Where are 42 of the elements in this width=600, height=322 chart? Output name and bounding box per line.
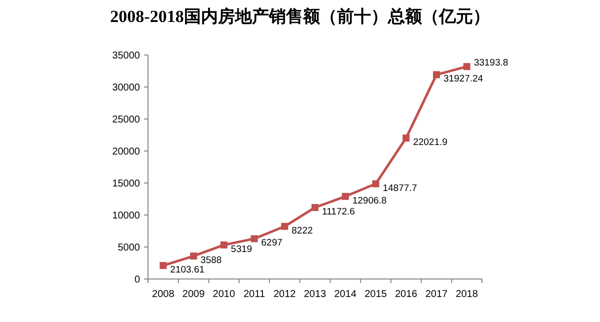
- y-tick-label: 25000: [112, 114, 140, 126]
- data-label: 33193.8: [474, 58, 508, 69]
- data-label: 8222: [292, 225, 313, 236]
- x-tick-label: 2014: [334, 289, 357, 300]
- point: [312, 204, 318, 211]
- x-tick-label: 2013: [304, 289, 327, 300]
- data-label: 5319: [230, 244, 252, 255]
- point: [160, 262, 167, 270]
- point: [372, 180, 380, 188]
- point: [190, 252, 198, 260]
- x-tick-label: 2016: [394, 289, 418, 300]
- y-tick-label: 30000: [112, 82, 140, 94]
- data-label: 12906.8: [352, 195, 387, 206]
- x-tick-label: 2018: [456, 289, 478, 300]
- y-tick-label: 5000: [118, 242, 140, 254]
- y-tick-label: 20000: [112, 146, 140, 158]
- point: [342, 192, 349, 200]
- data-label: 31927.24: [443, 74, 484, 85]
- point: [250, 235, 258, 242]
- point: [220, 241, 228, 248]
- point: [463, 63, 470, 70]
- point: [432, 71, 440, 78]
- x-tick-label: 2017: [425, 289, 448, 300]
- data-label: 14877.7: [382, 182, 418, 194]
- data-label: 11172.6: [322, 206, 355, 218]
- data-label: 6297: [261, 238, 282, 249]
- y-tick-label: 10000: [112, 210, 140, 222]
- x-tick-label: 2009: [182, 289, 206, 300]
- x-tick-label: 2012: [274, 289, 296, 300]
- x-tick-label: 2011: [244, 289, 266, 300]
- chart-title: 2008-2018国内房地产销售额（前十）总额（亿元）: [110, 7, 490, 26]
- y-tick-label: 0: [134, 274, 140, 286]
- point: [402, 134, 410, 142]
- x-tick-label: 2008: [152, 289, 175, 300]
- data-label: 2103.61: [170, 264, 205, 276]
- x-tick-label: 2015: [364, 289, 388, 300]
- data-label: 3588: [200, 255, 222, 266]
- y-tick-label: 35000: [112, 50, 140, 62]
- x-tick-label: 2010: [212, 289, 236, 300]
- point: [281, 222, 288, 230]
- y-tick-label: 15000: [112, 178, 140, 190]
- data-label: 22021.9: [413, 137, 448, 148]
